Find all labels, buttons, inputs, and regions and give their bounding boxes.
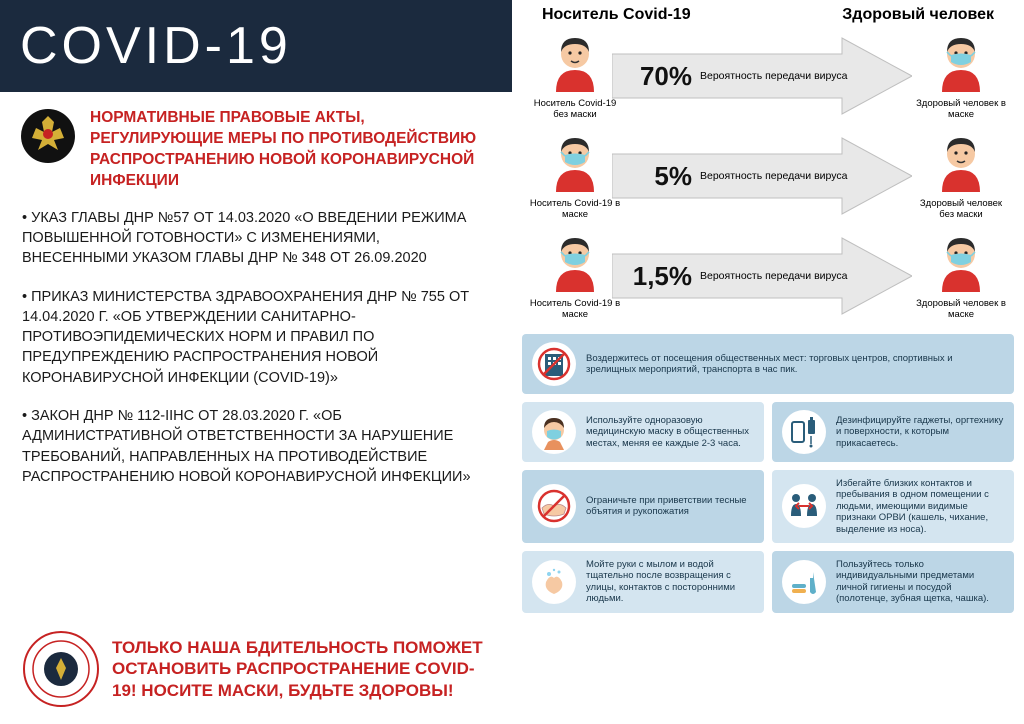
- tip-card: Пользуйтесь только индивидуальными предм…: [772, 551, 1014, 613]
- carrier-person: Носитель Covid-19 в маске: [528, 232, 622, 321]
- healthy-person: Здоровый человек без маски: [914, 132, 1008, 221]
- wash-hands-icon: [532, 560, 576, 604]
- transmission-percent-label: Вероятность передачи вируса: [700, 270, 847, 282]
- healthy-label: Здоровый человек без маски: [914, 199, 1008, 221]
- tip-card: Мойте руки с мылом и водой тщательно пос…: [522, 551, 764, 613]
- mask-face-icon: [532, 410, 576, 454]
- header-carrier: Носитель Covid-19: [542, 6, 691, 24]
- decree-item: • УКАЗ ГЛАВЫ ДНР №57 ОТ 14.03.2020 «О ВВ…: [22, 208, 490, 269]
- carrier-label: Носитель Covid-19 без маски: [528, 99, 622, 121]
- carrier-label: Носитель Covid-19 в маске: [528, 299, 622, 321]
- tip-card: Используйте одноразовую медицинскую маск…: [522, 402, 764, 462]
- stamp-seal-icon: [22, 630, 100, 708]
- tip-card: Воздержитесь от посещения общественных м…: [522, 334, 1014, 394]
- healthy-label: Здоровый человек в маске: [914, 99, 1008, 121]
- transmission-percent: 1,5%: [628, 261, 692, 292]
- tip-card: Дезинфицируйте гаджеты, оргтехнику и пов…: [772, 402, 1014, 462]
- tip-card: Избегайте близких контактов и пребывания…: [772, 470, 1014, 543]
- carrier-person: Носитель Covid-19 в маске: [528, 132, 622, 221]
- title-text: COVID-19: [20, 16, 292, 76]
- no-handshake-icon: [532, 484, 576, 528]
- decree-item: • ПРИКАЗ МИНИСТЕРСТВА ЗДРАВООХРАНЕНИЯ ДН…: [22, 287, 490, 388]
- tip-text: Дезинфицируйте гаджеты, оргтехнику и пов…: [836, 415, 1004, 449]
- subtitle-block: НОРМАТИВНЫЕ ПРАВОВЫЕ АКТЫ, РЕГУЛИРУЮЩИЕ …: [0, 92, 512, 202]
- carrier-person: Носитель Covid-19 без маски: [528, 32, 622, 121]
- distance-icon: [782, 484, 826, 528]
- subtitle-text: НОРМАТИВНЫЕ ПРАВОВЫЕ АКТЫ, РЕГУЛИРУЮЩИЕ …: [90, 108, 492, 192]
- tip-row: Воздержитесь от посещения общественных м…: [522, 334, 1014, 394]
- sanitize-phone-icon: [782, 410, 826, 454]
- tip-card: Ограничьте при приветствии тесные объяти…: [522, 470, 764, 543]
- transmission-rows: Носитель Covid-19 без маски 70% Вероятно…: [512, 26, 1024, 326]
- transmission-headers: Носитель Covid-19 Здоровый человек: [512, 0, 1024, 26]
- personal-items-icon: [782, 560, 826, 604]
- tip-row: Мойте руки с мылом и водой тщательно пос…: [522, 551, 1014, 613]
- tip-text: Пользуйтесь только индивидуальными предм…: [836, 559, 1004, 605]
- right-panel: Носитель Covid-19 Здоровый человек Носит…: [512, 0, 1024, 724]
- no-building-icon: [532, 342, 576, 386]
- tip-row: Используйте одноразовую медицинскую маск…: [522, 402, 1014, 462]
- decrees-list: • УКАЗ ГЛАВЫ ДНР №57 ОТ 14.03.2020 «О ВВ…: [0, 202, 512, 506]
- tip-text: Мойте руки с мылом и водой тщательно пос…: [586, 559, 754, 605]
- healthy-person: Здоровый человек в маске: [914, 32, 1008, 121]
- tip-row: Ограничьте при приветствии тесные объяти…: [522, 470, 1014, 543]
- transmission-percent: 70%: [628, 61, 692, 92]
- healthy-label: Здоровый человек в маске: [914, 299, 1008, 321]
- header-healthy: Здоровый человек: [842, 6, 994, 24]
- transmission-percent-label: Вероятность передачи вируса: [700, 170, 847, 182]
- eagle-emblem-icon: [20, 108, 76, 164]
- tips-panel: Воздержитесь от посещения общественных м…: [512, 326, 1024, 724]
- left-panel: COVID-19 НОРМАТИВНЫЕ ПРАВОВЫЕ АКТЫ, РЕГУ…: [0, 0, 512, 724]
- decree-item: • ЗАКОН ДНР № 112-IIНС ОТ 28.03.2020 Г. …: [22, 406, 490, 487]
- tip-text: Избегайте близких контактов и пребывания…: [836, 478, 1004, 535]
- transmission-row: Носитель Covid-19 в маске 1,5% Вероятнос…: [512, 226, 1024, 326]
- carrier-label: Носитель Covid-19 в маске: [528, 199, 622, 221]
- bottom-block: ТОЛЬКО НАША БДИТЕЛЬНОСТЬ ПОМОЖЕТ ОСТАНОВ…: [0, 630, 512, 724]
- transmission-percent-label: Вероятность передачи вируса: [700, 70, 847, 82]
- main-title: COVID-19: [0, 0, 512, 92]
- bottom-call-to-action: ТОЛЬКО НАША БДИТЕЛЬНОСТЬ ПОМОЖЕТ ОСТАНОВ…: [112, 637, 490, 701]
- tip-text: Воздержитесь от посещения общественных м…: [586, 353, 1004, 376]
- transmission-row: Носитель Covid-19 в маске 5% Вероятность…: [512, 126, 1024, 226]
- transmission-row: Носитель Covid-19 без маски 70% Вероятно…: [512, 26, 1024, 126]
- tip-text: Используйте одноразовую медицинскую маск…: [586, 415, 754, 449]
- transmission-percent: 5%: [628, 161, 692, 192]
- tip-text: Ограничьте при приветствии тесные объяти…: [586, 495, 754, 518]
- healthy-person: Здоровый человек в маске: [914, 232, 1008, 321]
